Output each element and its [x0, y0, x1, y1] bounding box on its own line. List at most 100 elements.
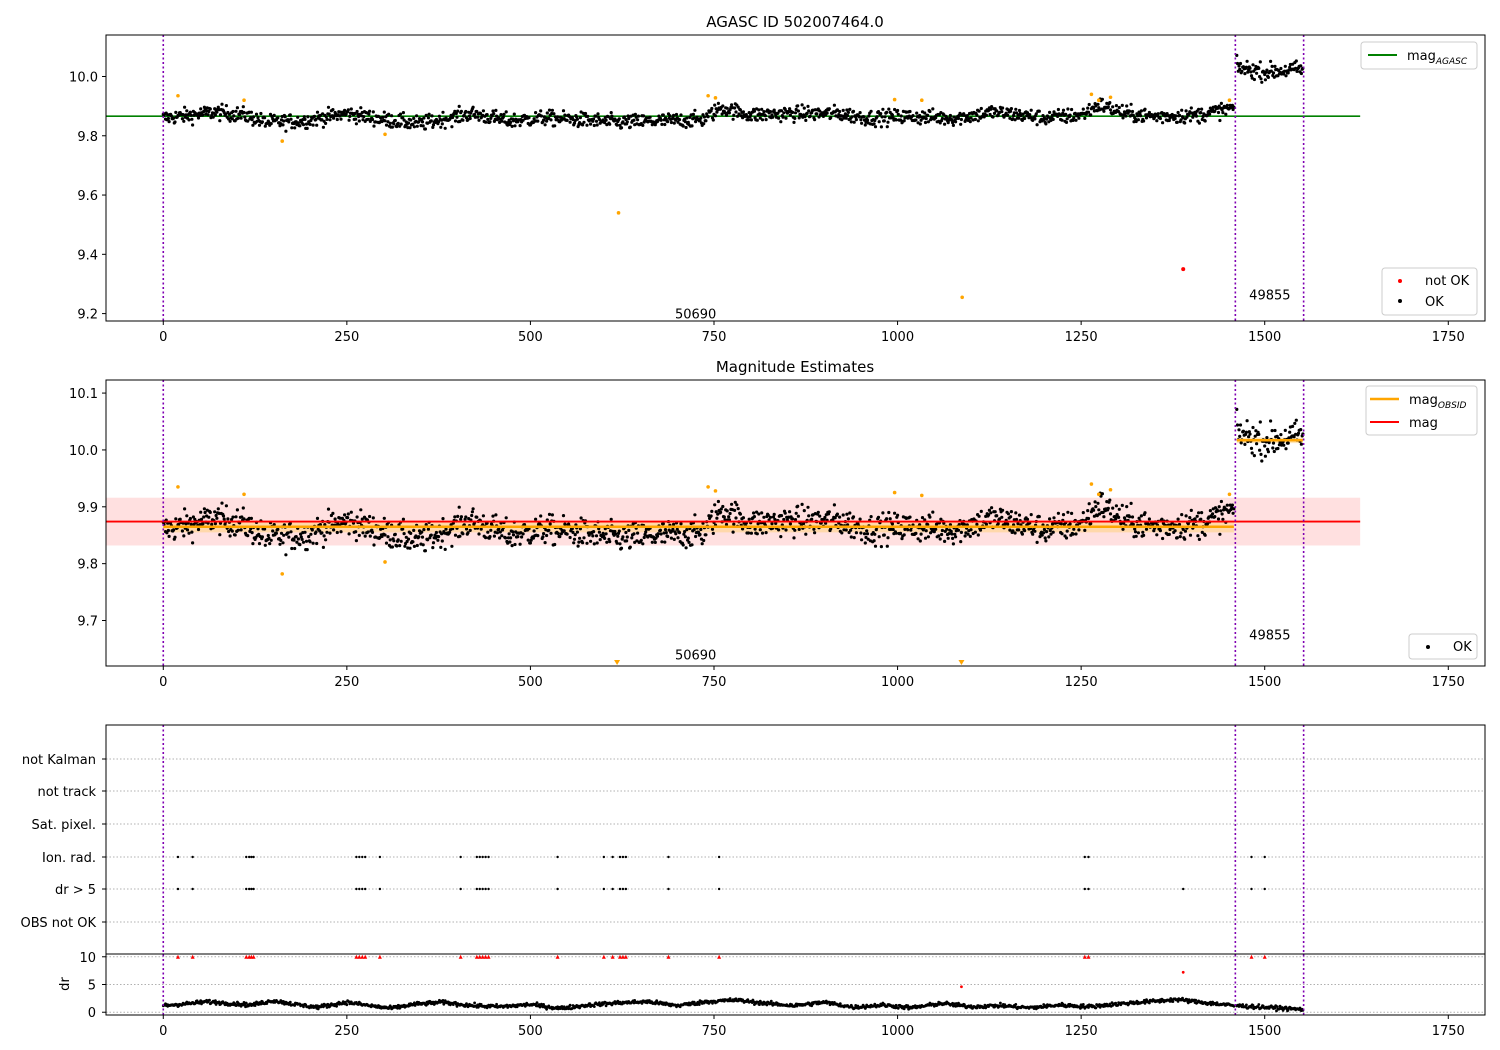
x-tick-label: 750 — [702, 1024, 727, 1039]
ok-point — [919, 118, 923, 122]
ok-point — [1006, 512, 1011, 516]
ok-point — [924, 117, 928, 121]
ok-point — [924, 529, 928, 533]
ok-point — [1199, 111, 1203, 115]
orange-point — [919, 98, 924, 103]
dr-y-tick-label: 10 — [79, 951, 96, 966]
ok-point — [386, 120, 390, 124]
ok-point — [888, 517, 892, 521]
ok-point — [346, 516, 350, 520]
ok-point — [266, 533, 270, 538]
ion-rad-flag — [176, 855, 180, 859]
ok-point — [436, 538, 440, 542]
ok-point — [353, 111, 357, 116]
dr-clipped-marker — [363, 954, 368, 959]
dr-point — [1114, 1001, 1118, 1005]
ok-point — [838, 515, 842, 519]
ok-point — [857, 115, 862, 119]
ion-rad-flag — [475, 855, 479, 859]
ok-point — [1083, 116, 1087, 120]
ok-point — [492, 534, 496, 538]
ok-point — [451, 115, 455, 120]
ok-point — [172, 116, 176, 120]
ok-point — [318, 529, 322, 533]
ok-point — [390, 545, 394, 549]
ok-point — [1059, 522, 1063, 526]
ok-point — [714, 510, 718, 514]
ok-point — [675, 527, 679, 531]
ok-point — [215, 516, 219, 520]
legend-status: not OK OK — [1381, 267, 1478, 316]
ok-point — [328, 531, 332, 535]
dr-point — [570, 1007, 574, 1010]
ion-rad-flag — [624, 855, 628, 859]
ok-point — [354, 539, 358, 543]
ion-rad-flag — [556, 855, 559, 859]
ok-point — [1286, 441, 1290, 445]
ok-point — [276, 527, 280, 531]
ok-point — [975, 522, 979, 526]
ion-rad-flag — [484, 855, 487, 859]
ok-point — [582, 536, 586, 540]
ok-point — [1175, 120, 1179, 124]
ion-rad-flag — [1087, 855, 1090, 859]
dr-gt5-flag — [459, 887, 462, 891]
ok-point — [1136, 531, 1140, 535]
ok-point — [813, 531, 817, 535]
ok-point — [1155, 119, 1159, 123]
obsid-label-49855: 49855 — [1249, 629, 1290, 644]
ok-point — [720, 112, 724, 116]
ok-point — [256, 527, 260, 531]
ok-point — [1131, 113, 1135, 117]
ok-point — [289, 117, 293, 121]
ok-point — [681, 543, 685, 547]
ok-point — [406, 121, 411, 125]
dr-gt5-flag — [1087, 887, 1090, 891]
ok-point — [499, 113, 503, 117]
ok-point — [728, 511, 732, 516]
ok-point — [271, 529, 275, 533]
ok-point — [1216, 110, 1221, 115]
ok-point — [768, 515, 773, 519]
ok-point — [481, 514, 485, 518]
ok-point — [366, 117, 370, 121]
ion-rad-flag — [667, 855, 670, 859]
dr-point — [495, 1002, 498, 1006]
ok-point — [587, 533, 591, 537]
ok-point — [278, 542, 282, 546]
ok-point — [810, 517, 814, 521]
ok-point — [459, 517, 463, 521]
ok-point — [189, 113, 193, 117]
orange-point — [892, 97, 897, 102]
ok-point — [674, 532, 678, 536]
ok-point — [1153, 115, 1157, 119]
ok-point — [315, 110, 320, 114]
ok-point — [1249, 446, 1254, 450]
ok-point — [867, 114, 871, 118]
ok-point — [339, 117, 343, 121]
ok-point — [1288, 430, 1292, 434]
ok-point — [1073, 111, 1077, 115]
ok-point — [902, 119, 906, 123]
ok-point — [581, 541, 585, 545]
dr-point — [838, 1002, 842, 1006]
ok-point — [1254, 429, 1258, 433]
ok-point — [335, 530, 339, 535]
ok-point — [1218, 118, 1222, 123]
ok-point — [1258, 420, 1262, 424]
ok-point — [1130, 515, 1135, 519]
ok-point — [1134, 119, 1138, 124]
ok-point — [648, 115, 652, 119]
x-tick-label: 1000 — [881, 1024, 914, 1039]
dr-point — [441, 999, 445, 1002]
ok-point — [1121, 527, 1125, 531]
ok-point — [644, 530, 648, 534]
dr-clipped-marker — [480, 954, 485, 959]
ok-point — [1012, 113, 1016, 118]
ok-point — [724, 522, 729, 527]
ok-point — [247, 516, 251, 521]
ok-point — [173, 535, 177, 539]
ok-point — [918, 122, 922, 126]
ok-point — [973, 117, 978, 121]
